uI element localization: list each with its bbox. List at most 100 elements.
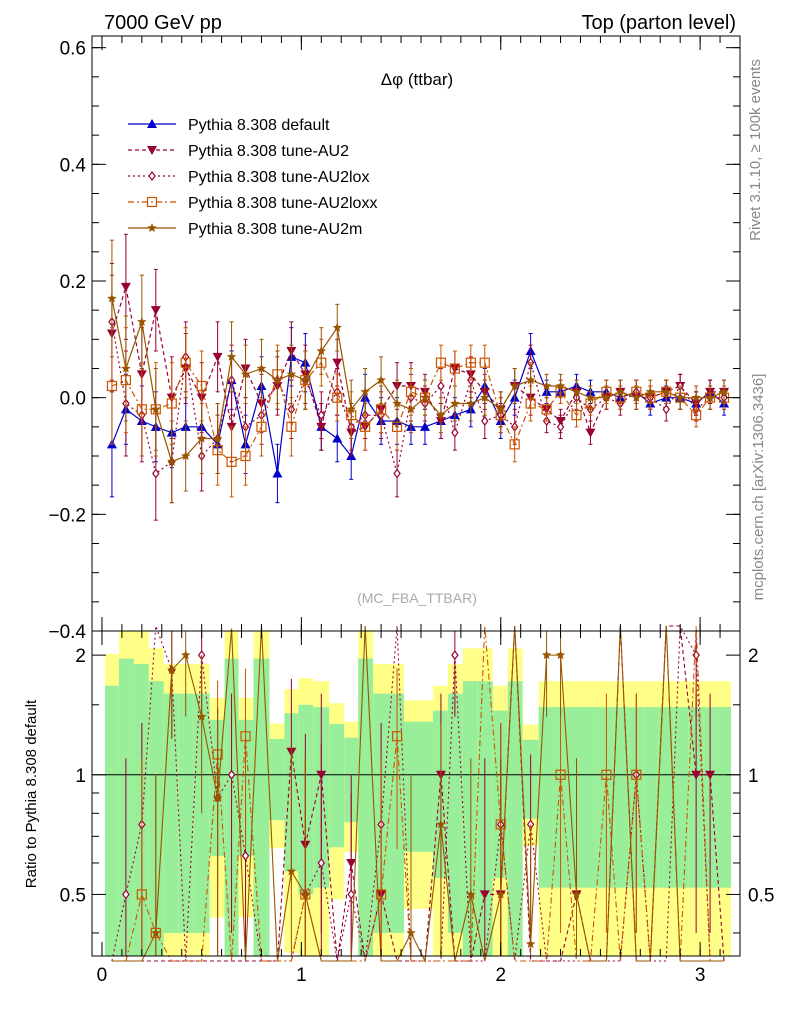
plot-title: Δφ (ttbar) bbox=[381, 70, 453, 89]
axes-layer: −0.4 −0.2 0.0 0.2 0.4 0.6 0 1 2 3 0.5 0.5 1 1 2 2 bbox=[48, 36, 774, 986]
data-point bbox=[360, 386, 370, 396]
data-point bbox=[571, 386, 582, 396]
ratio-band-green bbox=[673, 707, 689, 888]
ratio-point bbox=[631, 769, 642, 780]
ratio-band-green bbox=[329, 723, 345, 848]
legend-entry: Pythia 8.308 tune-AU2 bbox=[128, 143, 349, 160]
ratio-point bbox=[391, 731, 403, 742]
x-tick-label: 1 bbox=[296, 965, 307, 986]
ratio-point bbox=[151, 927, 161, 937]
data-point bbox=[420, 392, 430, 402]
data-point bbox=[601, 392, 612, 402]
data-point bbox=[272, 468, 283, 478]
legend-entry: Pythia 8.308 tune-AU2lox bbox=[128, 169, 369, 186]
data-point bbox=[419, 421, 430, 431]
ratio-point bbox=[181, 650, 191, 660]
ratio-tick-label-right: 2 bbox=[748, 646, 759, 667]
data-point bbox=[705, 392, 715, 402]
ratio-point bbox=[167, 665, 177, 675]
data-point bbox=[691, 392, 701, 402]
ratio-point bbox=[227, 769, 236, 780]
y-tick-label: −0.4 bbox=[48, 622, 86, 643]
analysis-id-watermark: (MC_FBA_TTBAR) bbox=[357, 590, 477, 606]
data-point bbox=[631, 392, 642, 402]
data-point bbox=[541, 404, 552, 415]
ratio-series-layer bbox=[92, 624, 740, 963]
ratio-point bbox=[705, 770, 716, 780]
data-point bbox=[691, 410, 702, 421]
data-point bbox=[449, 363, 460, 374]
legend-entry: Pythia 8.308 default bbox=[128, 117, 330, 134]
data-point bbox=[256, 363, 267, 373]
legend-marker bbox=[146, 196, 158, 208]
ratio-band-green bbox=[583, 707, 599, 888]
data-point bbox=[196, 433, 207, 443]
data-point bbox=[332, 392, 343, 403]
data-point bbox=[332, 433, 343, 443]
data-point bbox=[196, 380, 207, 392]
data-point bbox=[316, 346, 326, 355]
energy-label: 7000 GeV pp bbox=[104, 12, 222, 34]
data-point bbox=[346, 404, 356, 414]
data-point bbox=[466, 398, 476, 408]
ratio-point bbox=[466, 889, 476, 899]
data-point bbox=[121, 363, 131, 373]
data-point bbox=[450, 398, 460, 408]
legend-label: Pythia 8.308 tune-AU2 bbox=[188, 143, 349, 160]
ratio-band-green bbox=[613, 707, 629, 888]
main-series-layer bbox=[106, 233, 730, 521]
data-point bbox=[376, 375, 386, 385]
legend-label: Pythia 8.308 tune-AU2loxx bbox=[188, 195, 377, 212]
ratio-point bbox=[541, 650, 552, 660]
y-tick-label: 0.6 bbox=[60, 39, 86, 60]
data-point bbox=[106, 380, 118, 392]
data-point bbox=[509, 381, 520, 390]
series-group bbox=[106, 327, 730, 498]
ratio-band-green bbox=[643, 707, 659, 888]
ratio-tick-label-right: 1 bbox=[748, 766, 759, 787]
ratio-tick-label: 1 bbox=[75, 766, 86, 787]
ratio-point bbox=[525, 939, 536, 949]
ratio-point bbox=[479, 890, 490, 900]
data-point bbox=[525, 398, 536, 409]
data-point bbox=[226, 351, 237, 361]
data-point bbox=[137, 316, 147, 326]
ratio-point bbox=[136, 889, 147, 900]
ratio-point bbox=[376, 889, 387, 900]
ratio-band-green bbox=[358, 658, 374, 956]
data-point bbox=[541, 381, 552, 390]
ratio-point bbox=[601, 769, 612, 780]
ratio-y-axis-label: Ratio to Pythia 8.308 default bbox=[23, 699, 40, 888]
ratio-band-green bbox=[253, 658, 270, 956]
ratio-point bbox=[300, 889, 311, 899]
data-point bbox=[662, 404, 670, 415]
series-line bbox=[111, 286, 725, 435]
ratio-point bbox=[212, 792, 223, 802]
data-point bbox=[675, 392, 685, 402]
data-point bbox=[571, 410, 582, 421]
ratio-tick-label: 2 bbox=[75, 646, 86, 667]
data-point bbox=[436, 410, 446, 420]
ratio-point bbox=[436, 819, 446, 829]
data-point bbox=[107, 293, 117, 303]
rivet-version-label: Rivet 3.1.10, ≥ 100k events bbox=[747, 59, 764, 241]
data-point bbox=[181, 451, 191, 460]
ratio-point bbox=[451, 650, 459, 661]
legend-label: Pythia 8.308 tune-AU2m bbox=[188, 221, 362, 238]
ratio-point bbox=[692, 650, 700, 661]
ratio-point bbox=[286, 866, 297, 876]
legend: Pythia 8.308 default Pythia 8.308 tune-AU… bbox=[128, 117, 377, 238]
ratio-panel-frame bbox=[91, 630, 741, 957]
legend-marker bbox=[147, 146, 157, 155]
data-point bbox=[151, 404, 161, 414]
ratio-tick-label-right: 0.5 bbox=[748, 885, 774, 906]
series-group bbox=[106, 327, 730, 504]
data-point bbox=[480, 392, 490, 402]
y-tick-label: 0.4 bbox=[60, 155, 87, 176]
series-line bbox=[111, 361, 725, 463]
data-point bbox=[406, 404, 416, 414]
x-tick-label: 2 bbox=[495, 965, 506, 986]
data-point bbox=[167, 456, 177, 466]
ratio-point bbox=[241, 850, 250, 861]
